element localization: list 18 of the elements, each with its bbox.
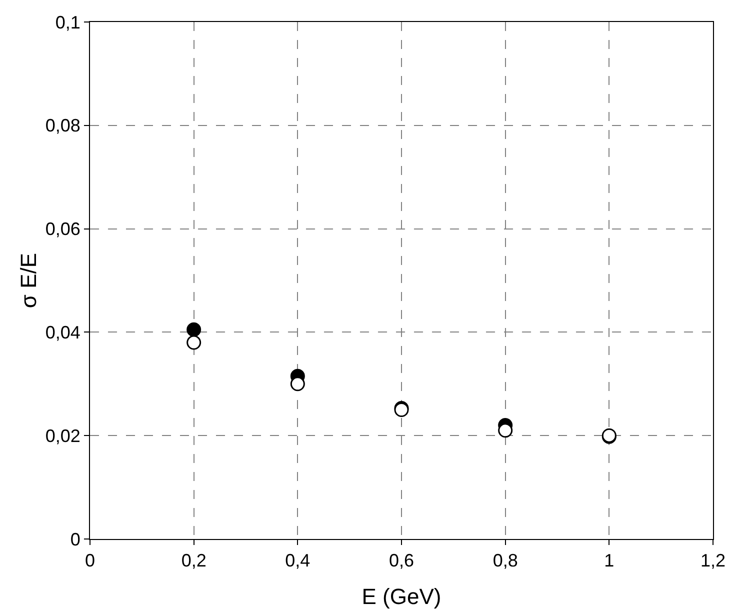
y-tick-label: 0,06 (45, 219, 80, 240)
x-tick-label: 0,6 (388, 550, 414, 571)
y-tick-label: 0,1 (55, 12, 80, 32)
point (498, 423, 513, 438)
x-tick-label: 0 (84, 550, 96, 571)
point (186, 322, 202, 337)
y-tick-label: 0,02 (45, 426, 80, 446)
y-tick-label: 0 (70, 529, 80, 550)
point (290, 376, 305, 392)
y-axis-title: σ E/E (16, 252, 41, 308)
x-tick-label: 0,2 (181, 550, 206, 571)
x-axis-title: E (GeV) (362, 584, 442, 609)
y-tick-label: 0,04 (45, 322, 80, 342)
x-tick-label: 0,8 (492, 550, 518, 571)
x-tick-label: 0,4 (285, 550, 310, 571)
y-tick-label: 0,08 (45, 116, 80, 136)
x-tick-label: 1,2 (700, 550, 726, 571)
x-tick-label: 1 (604, 550, 614, 571)
